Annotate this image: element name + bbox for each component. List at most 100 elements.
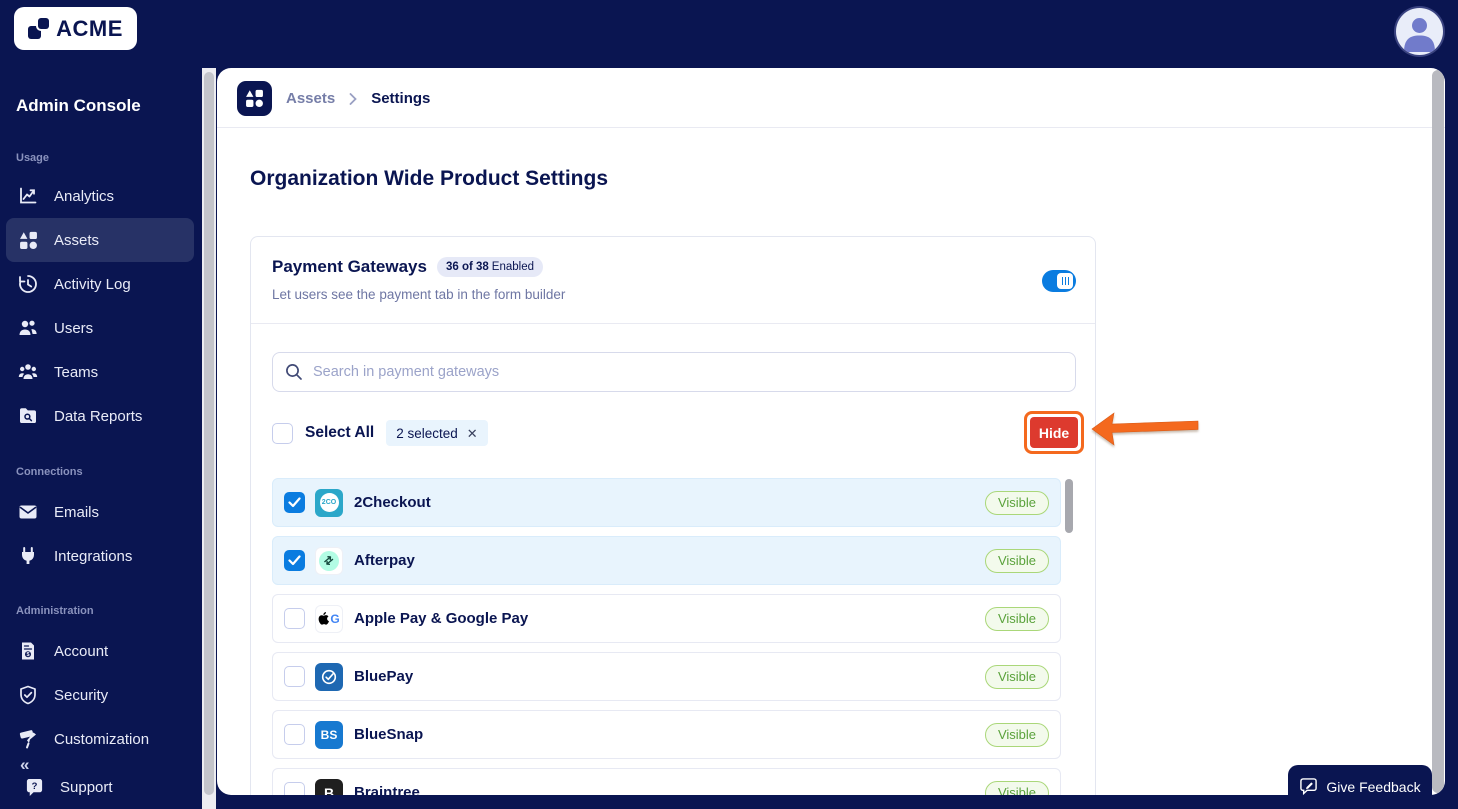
gateway-checkbox[interactable] [284,666,305,687]
sidebar-item-customization[interactable]: Customization [6,717,194,761]
support-icon: ? [24,777,44,797]
gateway-row-afterpay[interactable]: ⇄ Afterpay Visible [272,536,1061,585]
user-avatar[interactable] [1396,8,1443,55]
integrations-icon [18,546,38,566]
sidebar-item-account[interactable]: $ Account [6,629,194,673]
visibility-badge: Visible [984,490,1049,515]
gateway-checkbox[interactable] [284,492,305,513]
sidebar-scrollbar[interactable] [202,68,216,809]
sidebar-item-label: Analytics [54,187,115,205]
payment-gateways-toggle[interactable] [1042,270,1076,292]
sidebar-item-label: Assets [54,231,100,249]
visibility-badge: Visible [984,722,1049,747]
sidebar-item-emails[interactable]: Emails [6,490,194,534]
sidebar-item-integrations[interactable]: Integrations [6,534,194,578]
gateway-name: BlueSnap [354,726,424,743]
afterpay-logo-icon: ⇄ [315,546,343,575]
sidebar-item-support[interactable]: ? Support [12,765,188,809]
bluesnap-logo-icon: BS [315,720,343,749]
visibility-badge: Visible [984,548,1049,573]
assets-app-icon[interactable] [237,81,272,116]
acme-logo[interactable]: ACME [14,7,137,50]
sidebar-item-activity-log[interactable]: Activity Log [6,262,194,306]
collapse-sidebar-icon[interactable]: « [20,755,30,774]
sidebar-item-label: Customization [54,730,150,748]
feedback-icon [1300,778,1318,796]
payment-gateways-card: Payment Gateways 36 of 38 Enabled Let use… [250,236,1096,795]
hide-button[interactable]: Hide [1030,417,1078,448]
card-divider [251,323,1095,324]
bluepay-logo-icon [315,662,343,691]
breadcrumb-assets-link[interactable]: Assets [286,90,336,107]
gateway-name: 2Checkout [354,494,431,511]
sidebar-item-analytics[interactable]: Analytics [6,174,194,218]
svg-text:?: ? [31,780,37,791]
sidebar-item-label: Activity Log [54,275,131,293]
account-icon: $ [18,641,38,661]
gateway-row-bluepay[interactable]: BluePay Visible [272,652,1061,701]
sidebar-item-teams[interactable]: Teams [6,350,194,394]
main-scrollbar-thumb[interactable] [1432,70,1444,793]
give-feedback-button[interactable]: Give Feedback [1288,765,1432,809]
emails-icon [18,502,38,522]
feedback-label: Give Feedback [1326,779,1421,795]
header-divider [217,127,1445,128]
gateway-row-2checkout[interactable]: 2CO 2Checkout Visible [272,478,1061,527]
gateway-name: Braintree [354,784,420,795]
teams-icon [18,362,38,382]
sidebar-item-label: Users [54,319,94,337]
gateway-row-apple-pay-google-pay[interactable]: G Apple Pay & Google Pay Visible [272,594,1061,643]
sidebar-item-label: Security [54,686,109,704]
gateway-row-braintree[interactable]: B Braintree Visible [272,768,1061,795]
gateway-checkbox[interactable] [284,608,305,629]
visibility-badge: Visible [984,780,1049,795]
apple-google-pay-logo-icon: G [315,604,343,633]
assets-icon [18,230,38,250]
activity-log-icon [18,274,38,294]
card-subtitle: Let users see the payment tab in the for… [272,287,566,302]
gateway-name: Afterpay [354,552,415,569]
gateway-checkbox[interactable] [284,550,305,571]
sidebar-item-label: Account [54,642,109,660]
search-input[interactable] [313,364,1063,380]
select-all-checkbox[interactable] [272,422,293,444]
sidebar-item-data-reports[interactable]: Data Reports [6,394,194,438]
data-reports-icon [18,406,38,426]
sidebar-item-label: Data Reports [54,407,143,425]
sidebar-scrollbar-thumb[interactable] [204,72,214,795]
gateway-row-bluesnap[interactable]: BS BlueSnap Visible [272,710,1061,759]
gateway-list-scrollbar-thumb[interactable] [1065,479,1073,533]
gateway-name: Apple Pay & Google Pay [354,610,529,627]
chevron-right-icon [349,92,357,105]
sidebar: Admin Console Usage Analytics Assets Activi… [0,68,200,809]
sidebar-item-security[interactable]: Security [6,673,194,717]
sidebar-item-assets[interactable]: Assets [6,218,194,262]
gateway-checkbox[interactable] [284,724,305,745]
gateway-name: BluePay [354,668,414,685]
visibility-badge: Visible [984,664,1049,689]
sidebar-section-label: Connections [16,466,83,478]
breadcrumb: Assets Settings [237,81,430,116]
clear-selection-icon[interactable]: ✕ [466,425,478,441]
sidebar-item-label: Teams [54,363,99,381]
enabled-count-badge: 36 of 38 Enabled [436,257,544,277]
sidebar-item-users[interactable]: Users [6,306,194,350]
sidebar-item-label: Support [60,778,113,796]
svg-text:$: $ [26,652,29,658]
search-icon [286,364,302,380]
sidebar-section-label: Usage [16,152,50,164]
page-title: Organization Wide Product Settings [250,167,608,190]
avatar-person-icon [1404,18,1435,52]
hide-button-highlight: Hide [1024,411,1084,454]
customization-icon [18,729,38,749]
annotation-arrow-icon [1091,412,1199,446]
users-icon [18,318,38,338]
gateway-list: 2CO 2Checkout Visible ⇄ Afterpay Visible… [272,478,1061,795]
sidebar-item-label: Integrations [54,547,133,565]
gateway-checkbox[interactable] [284,782,305,795]
breadcrumb-settings: Settings [371,90,431,107]
main-panel: Assets Settings Organization Wide Produc… [217,68,1445,795]
acme-logo-icon [28,17,50,40]
sidebar-title: Admin Console [16,96,141,115]
gateway-search [272,352,1076,392]
